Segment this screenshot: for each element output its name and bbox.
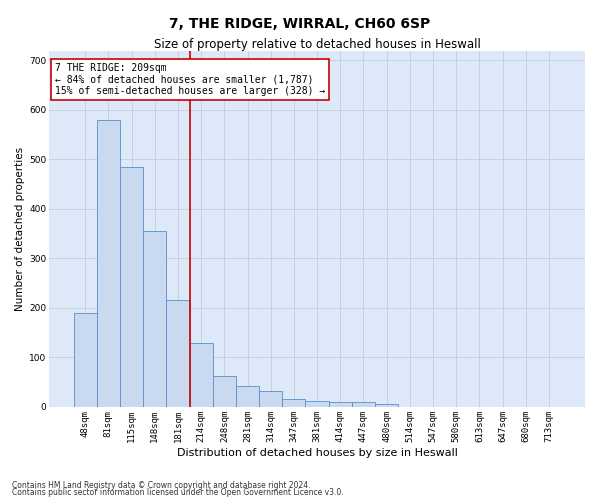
Bar — [166, 300, 190, 407]
Text: Contains public sector information licensed under the Open Government Licence v3: Contains public sector information licen… — [12, 488, 344, 497]
Bar — [259, 391, 283, 407]
Title: Size of property relative to detached houses in Heswall: Size of property relative to detached ho… — [154, 38, 481, 51]
Bar — [236, 386, 259, 407]
Bar — [329, 402, 352, 407]
Text: 7, THE RIDGE, WIRRAL, CH60 6SP: 7, THE RIDGE, WIRRAL, CH60 6SP — [169, 18, 431, 32]
Text: 7 THE RIDGE: 209sqm
← 84% of detached houses are smaller (1,787)
15% of semi-det: 7 THE RIDGE: 209sqm ← 84% of detached ho… — [55, 63, 325, 96]
Bar — [97, 120, 120, 407]
Bar — [190, 342, 213, 407]
Bar — [74, 313, 97, 407]
Bar — [375, 404, 398, 407]
Bar — [143, 231, 166, 407]
Bar — [352, 402, 375, 407]
Bar — [120, 167, 143, 407]
X-axis label: Distribution of detached houses by size in Heswall: Distribution of detached houses by size … — [176, 448, 458, 458]
Bar — [283, 400, 305, 407]
Y-axis label: Number of detached properties: Number of detached properties — [15, 146, 25, 311]
Bar — [305, 402, 329, 407]
Bar — [213, 376, 236, 407]
Text: Contains HM Land Registry data © Crown copyright and database right 2024.: Contains HM Land Registry data © Crown c… — [12, 480, 311, 490]
